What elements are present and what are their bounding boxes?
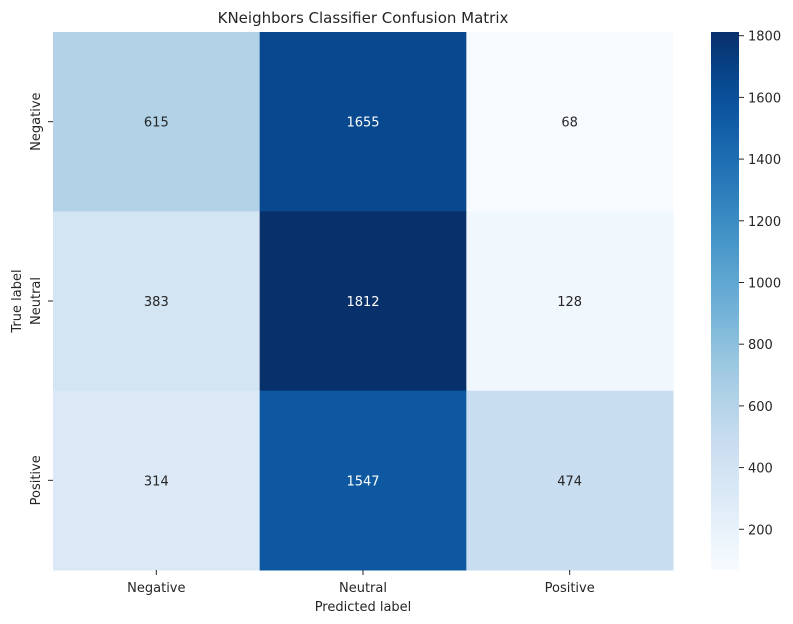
heatmap-cell-r1-c0 — [53, 211, 261, 392]
colorbar-tick-label-2: 600 — [748, 400, 773, 415]
heatmap-cell-r2-c0 — [53, 390, 261, 571]
x-axis-ticks: Negative Neutral Positive — [127, 569, 595, 596]
colorbar-tick-label-7: 1600 — [748, 91, 781, 106]
colorbar-tick-label-3: 800 — [748, 338, 773, 353]
y-axis-ticks: Negative Neutral Positive — [29, 92, 53, 505]
cell-value-r2-c1: 1547 — [346, 474, 379, 489]
chart-title: KNeighbors Classifier Confusion Matrix — [218, 9, 509, 27]
heatmap-cells — [53, 32, 674, 571]
cell-value-r0-c0: 615 — [144, 116, 169, 131]
heatmap-cell-labels: 615 1655 68 383 1812 128 314 1547 474 — [144, 116, 582, 490]
heatmap-cell-r0-c2 — [466, 32, 674, 212]
heatmap-cell-r0-c0 — [53, 32, 261, 212]
heatmap-cell-r2-c1 — [259, 390, 467, 571]
y-tick-label-2: Positive — [29, 455, 44, 505]
colorbar-tick-label-1: 400 — [748, 462, 773, 477]
y-axis-title: True label — [10, 269, 25, 333]
x-tick-label-0: Negative — [127, 581, 185, 596]
x-tick-label-1: Neutral — [339, 581, 387, 596]
colorbar-ticks: 200 400 600 800 1000 1200 1400 1600 1800 — [739, 30, 781, 538]
colorbar-tick-label-4: 1000 — [748, 276, 781, 291]
heatmap-cell-r2-c2 — [466, 390, 674, 571]
colorbar-tick-label-8: 1800 — [748, 30, 781, 45]
heatmap-cell-r1-c1 — [259, 211, 467, 392]
cell-value-r0-c2: 68 — [561, 116, 578, 131]
heatmap-cell-r0-c1 — [259, 32, 467, 212]
y-tick-label-0: Negative — [29, 92, 44, 150]
colorbar-tick-label-5: 1200 — [748, 215, 781, 230]
colorbar-tick-label-6: 1400 — [748, 153, 781, 168]
x-tick-label-2: Positive — [545, 581, 595, 596]
colorbar — [711, 32, 739, 570]
y-tick-label-1: Neutral — [29, 277, 44, 325]
cell-value-r1-c2: 128 — [557, 295, 582, 310]
cell-value-r1-c0: 383 — [144, 295, 169, 310]
x-axis-title: Predicted label — [315, 600, 412, 615]
cell-value-r0-c1: 1655 — [346, 116, 379, 131]
colorbar-tick-label-0: 200 — [748, 523, 773, 538]
heatmap-cell-r1-c2 — [466, 211, 674, 392]
cell-value-r2-c2: 474 — [557, 474, 582, 489]
cell-value-r1-c1: 1812 — [346, 295, 379, 310]
cell-value-r2-c0: 314 — [144, 474, 169, 489]
